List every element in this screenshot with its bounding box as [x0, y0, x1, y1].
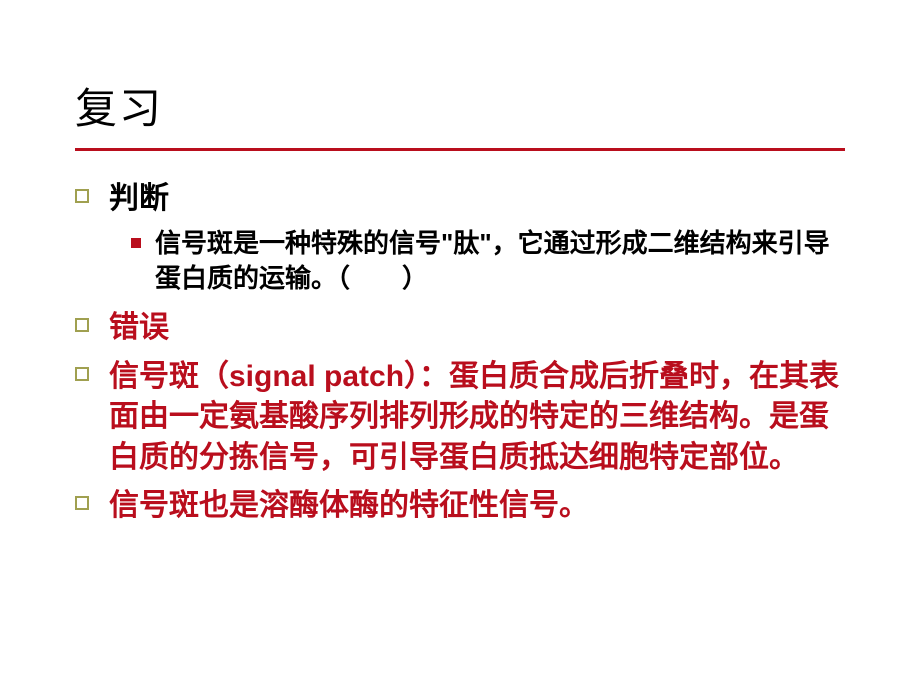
slide-content: 判断 信号斑是一种特殊的信号"肽"，它通过形成二维结构来引导蛋白质的运输。（ ）…: [75, 179, 845, 527]
bullet-item-5: 信号斑也是溶酶体酶的特征性信号。: [75, 486, 845, 527]
bullet-item-4: 信号斑（signal patch）：蛋白质合成后折叠时，在其表面由一定氨基酸序列…: [75, 357, 845, 479]
solid-square-icon: [131, 238, 141, 248]
item-text-4: 信号斑（signal patch）：蛋白质合成后折叠时，在其表面由一定氨基酸序列…: [109, 357, 845, 479]
item-text-5: 信号斑也是溶酶体酶的特征性信号。: [109, 486, 589, 527]
item-text-3: 错误: [109, 308, 169, 349]
hollow-square-icon: [75, 318, 89, 332]
bullet-item-1: 判断: [75, 179, 845, 218]
hollow-square-icon: [75, 189, 89, 203]
text-english: signal patch: [229, 360, 404, 393]
text-prefix: 信号斑（: [109, 360, 229, 393]
hollow-square-icon: [75, 367, 89, 381]
item-text-1: 判断: [109, 179, 169, 218]
bullet-item-2: 信号斑是一种特殊的信号"肽"，它通过形成二维结构来引导蛋白质的运输。（ ）: [131, 226, 845, 296]
slide-title: 复习: [75, 75, 845, 136]
item-text-2: 信号斑是一种特殊的信号"肽"，它通过形成二维结构来引导蛋白质的运输。（ ）: [155, 226, 845, 296]
hollow-square-icon: [75, 496, 89, 510]
bullet-item-3: 错误: [75, 308, 845, 349]
slide-container: 复习 判断 信号斑是一种特殊的信号"肽"，它通过形成二维结构来引导蛋白质的运输。…: [0, 0, 920, 575]
title-divider: [75, 148, 845, 151]
